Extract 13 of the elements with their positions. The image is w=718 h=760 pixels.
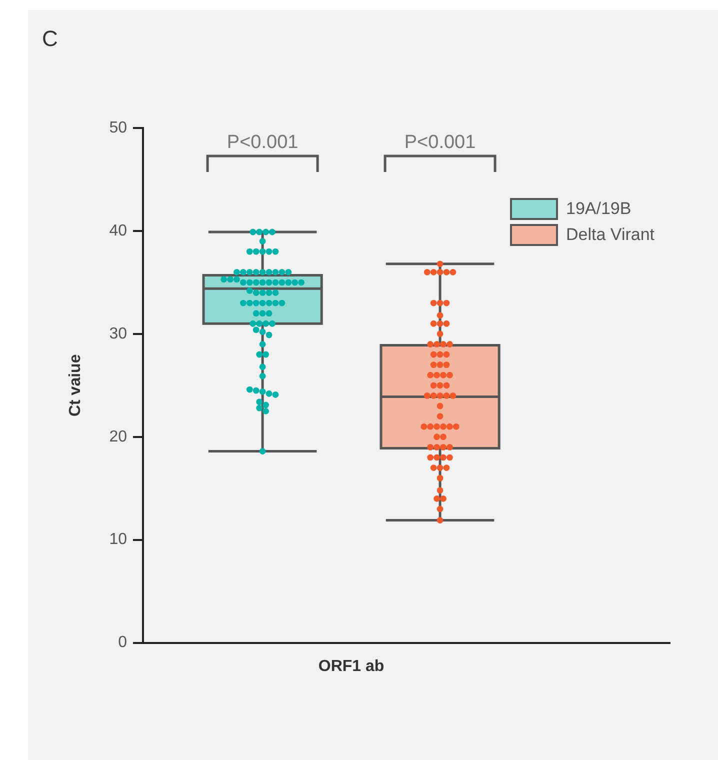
y-axis-title: Ct vaiue [67,354,84,417]
annotation: P<0.001 [226,132,298,153]
x-tick-label: ORF1 ab [318,658,384,675]
y-tick-label: 40 [109,222,128,240]
chart-title: C [42,26,58,52]
y-tick-label: 20 [109,428,128,446]
y-tick-label: 0 [118,634,128,652]
legend-label: 19A/19B [566,199,632,219]
y-tick-label: 30 [109,325,128,342]
y-tick-label: 10 [109,531,128,548]
y-tick-label: 50 [109,119,128,136]
legend-label: Delta Virant [566,225,655,245]
annotation: P<0.001 [404,132,476,153]
